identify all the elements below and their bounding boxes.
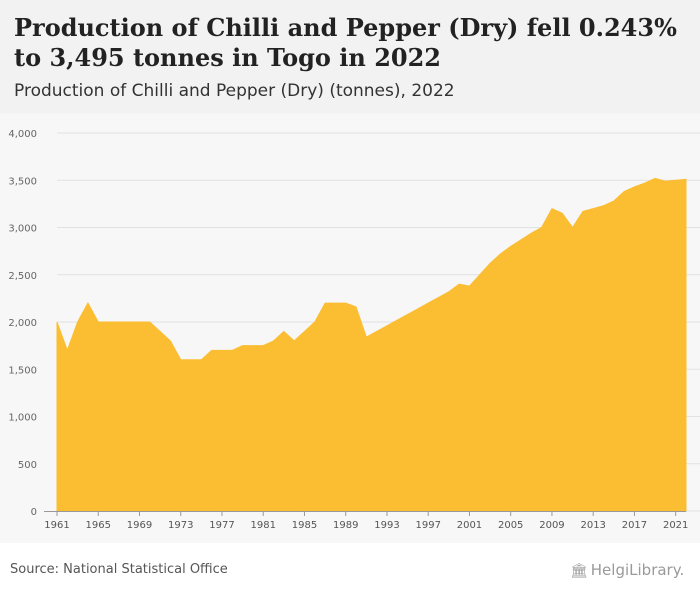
y-tick-label: 0 [31, 507, 37, 518]
y-tick-label: 2,500 [8, 271, 37, 282]
header-band [0, 0, 700, 113]
area-chart: 0 500 1,000 1,500 2,000 2,500 3,000 3,500 4,000 1… [8, 129, 700, 531]
x-tick-label: 1965 [86, 520, 111, 531]
x-tick-label: 1969 [127, 520, 152, 531]
source-note: Source: National Statistical Office [10, 562, 228, 577]
y-tick-label: 1,000 [8, 413, 37, 424]
y-tick-label: 4,000 [8, 129, 37, 140]
x-tick-label: 2013 [580, 520, 605, 531]
x-tick-label: 1981 [251, 520, 276, 531]
y-tick-label: 3,500 [8, 176, 37, 187]
x-tick-label: 2005 [498, 520, 523, 531]
area-series [56, 177, 687, 512]
chart-subtitle: Production of Chilli and Pepper (Dry) (t… [14, 81, 455, 101]
library-building-icon: 🏛 [570, 563, 588, 579]
chart-title: Production of Chilli and Pepper (Dry) fe… [14, 13, 677, 72]
x-tick-label: 1961 [44, 520, 69, 531]
x-tick-label: 1989 [333, 520, 358, 531]
y-tick-label: 2,000 [8, 318, 37, 329]
x-tick-label: 2009 [539, 520, 564, 531]
x-tick-label: 1977 [209, 520, 234, 531]
x-tick-label: 2021 [663, 520, 688, 531]
y-tick-label: 3,000 [8, 224, 37, 235]
x-tick-label: 1973 [168, 520, 193, 531]
y-tick-label: 1,500 [8, 365, 37, 376]
helgi-library-logo: 🏛 HelgiLibrary. [570, 561, 684, 579]
x-tick-label: 2001 [457, 520, 482, 531]
x-tick-label: 1997 [415, 520, 440, 531]
x-tick-label: 2017 [622, 520, 647, 531]
y-tick-label: 500 [18, 460, 37, 471]
x-tick-label: 1985 [292, 520, 317, 531]
x-tick-label: 1993 [374, 520, 399, 531]
logo-text: HelgiLibrary. [590, 561, 685, 579]
